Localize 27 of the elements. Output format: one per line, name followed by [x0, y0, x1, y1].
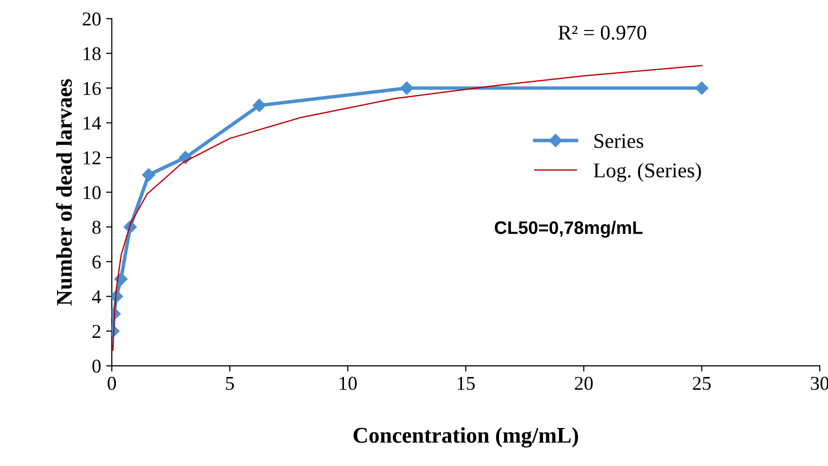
y-tick-label: 4	[92, 290, 102, 304]
annotation: R² = 0.970	[558, 26, 646, 40]
x-axis-title: Concentration (mg/mL)	[354, 427, 578, 448]
y-tick-label: 14	[84, 116, 102, 130]
y-tick-label: 2	[92, 324, 100, 338]
x-tick-label: 25	[692, 376, 711, 390]
x-tick-label: 5	[226, 376, 234, 390]
legend-label: Log. (Series)	[594, 162, 701, 182]
x-tick-label: 10	[340, 376, 357, 390]
y-tick-label: 0	[92, 360, 101, 373]
y-tick-label: 6	[92, 256, 101, 269]
x-tick-label: 15	[458, 376, 475, 390]
y-tick-label: 16	[84, 82, 101, 96]
point	[695, 81, 708, 95]
y-tick-label: 20	[82, 12, 101, 26]
y-tick-label: 12	[84, 151, 100, 164]
x-tick-label: 0	[108, 376, 116, 390]
y-tick-label: 18	[84, 47, 101, 60]
y-axis-title: Number of dead larvaes	[56, 79, 72, 306]
point	[252, 98, 266, 112]
point	[142, 168, 156, 182]
x-tick-label: 20	[574, 376, 593, 390]
point	[400, 81, 414, 95]
y-tick-label: 10	[84, 186, 101, 200]
annotation: CL50=0,78mg/mL	[494, 220, 643, 238]
y-tick-label: 8	[92, 220, 101, 234]
legend-label: Series	[594, 134, 644, 148]
